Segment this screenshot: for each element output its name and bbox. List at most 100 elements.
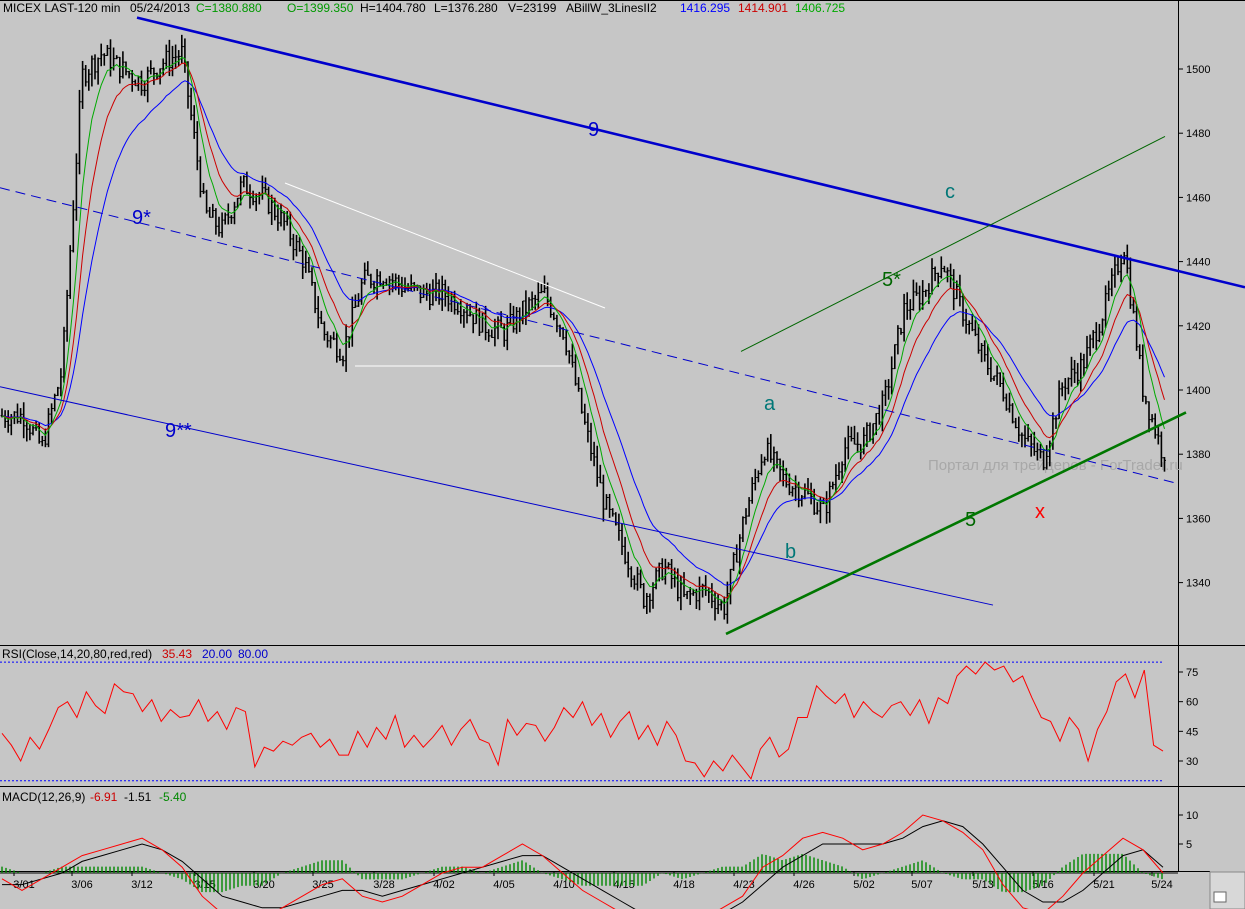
- price-bar: [592, 441, 596, 467]
- price-bar: [208, 206, 212, 218]
- price-bar: [688, 587, 692, 605]
- price-bar: [158, 68, 162, 85]
- price-bar: [279, 203, 283, 227]
- price-bar: [453, 290, 457, 315]
- macd-value-1: -6.91: [90, 790, 118, 804]
- price-bar: [62, 326, 66, 383]
- price-bar: [977, 324, 980, 354]
- price-bar: [1144, 395, 1148, 405]
- price-bar: [834, 464, 838, 493]
- price-bar: [794, 475, 798, 502]
- price-bar: [1082, 353, 1086, 376]
- price-bar: [1023, 425, 1027, 448]
- price-bar: [856, 432, 860, 453]
- xtick-label-19: 5/24: [1151, 879, 1172, 891]
- price-bar: [205, 189, 209, 214]
- price-bar: [1014, 417, 1018, 429]
- price-bar: [496, 316, 500, 340]
- price-bar: [65, 289, 69, 342]
- price-bar: [326, 331, 329, 348]
- price-bar: [995, 365, 999, 386]
- price-bar: [353, 294, 357, 309]
- price-bar: [1147, 401, 1151, 433]
- price-bar: [998, 372, 1002, 388]
- rsi-value: 35.43: [162, 647, 192, 661]
- price-bar: [1045, 445, 1049, 470]
- price-bar: [586, 413, 590, 443]
- price-bar: [713, 591, 717, 621]
- price-bar: [505, 315, 509, 351]
- price-bar: [800, 495, 804, 507]
- price-bar: [1073, 359, 1077, 384]
- price-bar: [704, 575, 708, 596]
- price-bar: [214, 208, 218, 235]
- ma-blue-line: [1, 80, 1165, 586]
- xtick-label-15: 5/07: [911, 879, 932, 891]
- price-bar: [815, 502, 819, 515]
- watermark: Портал для трейдеров - ForTrader.ru: [928, 457, 1183, 474]
- price-bar: [564, 330, 568, 356]
- price-bar: [93, 54, 97, 80]
- price-bar: [611, 508, 615, 517]
- price-date: 05/24/2013: [130, 1, 190, 15]
- price-bar: [741, 516, 745, 543]
- price-bar: [884, 379, 887, 406]
- rsi-pane: [0, 646, 1178, 784]
- price-bar: [552, 312, 556, 321]
- price-bar: [1119, 254, 1123, 283]
- trendline-5star: [740, 135, 1166, 352]
- price-bar: [775, 451, 779, 469]
- price-bar: [843, 437, 847, 473]
- price-bar: [791, 486, 794, 497]
- price-open: O=1399.350: [287, 1, 354, 15]
- price-bar: [828, 481, 832, 523]
- price-bar: [1116, 256, 1120, 276]
- xtick-label-8: 4/05: [493, 879, 514, 891]
- price-bar: [877, 404, 881, 425]
- xtick-label-17: 5/16: [1032, 879, 1053, 891]
- price-bar: [71, 200, 75, 253]
- annotation-c: c: [945, 181, 955, 203]
- price-bar: [236, 197, 240, 208]
- price-bar: [626, 551, 630, 578]
- price-bar: [301, 245, 305, 279]
- price-bar: [180, 34, 184, 64]
- price-bar: [105, 44, 109, 56]
- flag-upper-line: [284, 182, 606, 309]
- price-bar: [831, 481, 835, 490]
- price-bar: [487, 329, 491, 342]
- price-bar: [725, 581, 729, 624]
- price-bar: [744, 508, 748, 525]
- xtick-label-2: 3/12: [131, 879, 152, 891]
- price-bar: [570, 343, 574, 368]
- price-bar: [970, 313, 974, 332]
- price-bar: [124, 61, 128, 76]
- price-bar: [1020, 432, 1024, 448]
- price-bar: [239, 176, 243, 206]
- price-bar: [911, 279, 915, 311]
- price-bar: [465, 302, 469, 324]
- price-ytick-label-8: 1340: [1186, 578, 1210, 590]
- price-bar: [332, 331, 336, 341]
- xtick-label-6: 3/28: [373, 879, 394, 891]
- price-ytick-label-4: 1420: [1186, 321, 1210, 333]
- price-bar: [304, 250, 308, 273]
- price-bar: [555, 314, 559, 333]
- rsi-ytick-label-2: 45: [1186, 726, 1198, 738]
- price-bar: [617, 513, 621, 541]
- corner-icon: [1213, 891, 1227, 903]
- price-bar: [961, 293, 965, 327]
- price-bar: [1088, 334, 1092, 356]
- price-bar: [1150, 414, 1154, 423]
- price-bar: [577, 377, 581, 392]
- price-bar: [229, 215, 233, 224]
- price-bar: [53, 393, 57, 412]
- price-bar: [986, 344, 990, 376]
- macd-ytick-label-1: 5: [1186, 839, 1192, 851]
- price-bar: [102, 53, 106, 66]
- price-bar: [195, 121, 199, 171]
- price-bar: [750, 477, 754, 504]
- price-bar: [316, 296, 320, 329]
- price-bar: [896, 325, 900, 355]
